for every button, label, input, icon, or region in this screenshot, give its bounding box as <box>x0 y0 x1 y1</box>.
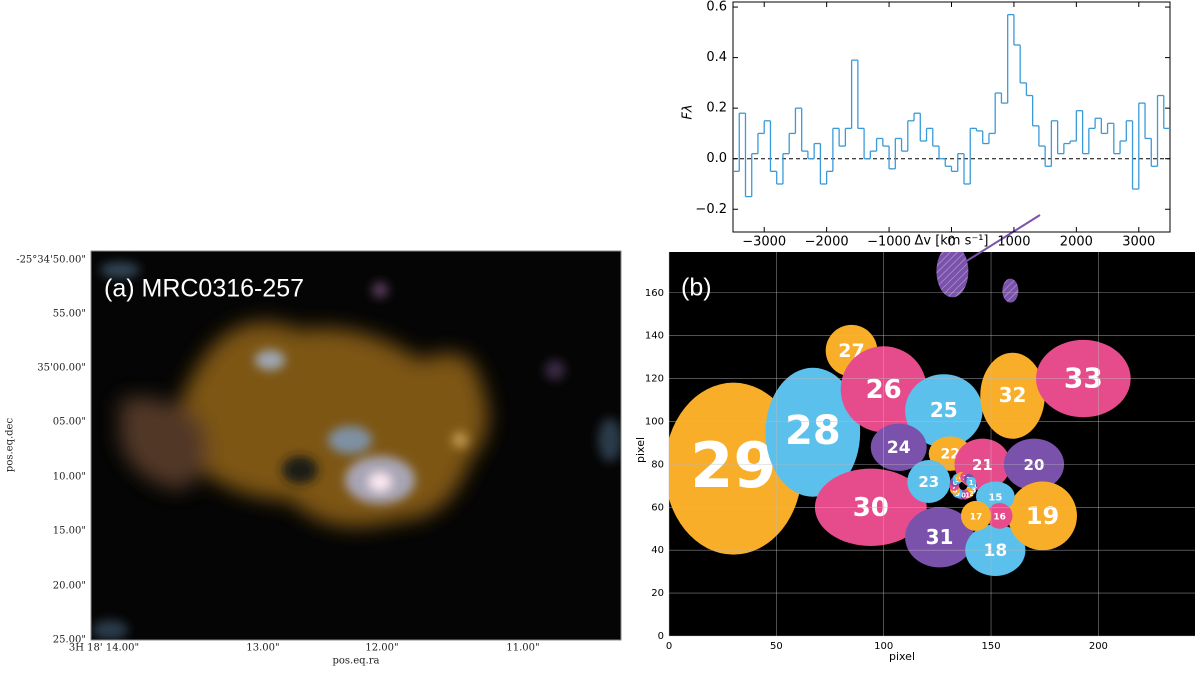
arrow <box>964 214 1041 263</box>
region-label: 24 <box>887 438 911 458</box>
x-tick-label: 200 <box>1089 641 1108 652</box>
image-frame <box>90 250 622 641</box>
region-label: 18 <box>983 541 1007 561</box>
x-tick-label: 1000 <box>997 235 1030 250</box>
y-tick-label: 10.00" <box>53 472 86 483</box>
region <box>986 502 1013 529</box>
y-tick-label: 0 <box>658 631 664 642</box>
x-tick-label: 13.00" <box>246 643 279 654</box>
region-label: 25 <box>930 398 958 422</box>
region-label: 19 <box>1026 502 1059 530</box>
x-axis-label: pixel <box>889 650 915 663</box>
region-label: 20 <box>1024 456 1045 474</box>
region <box>980 352 1045 439</box>
x-tick-label: 11.00" <box>506 643 539 654</box>
y-axis-label: Fλ <box>681 104 696 119</box>
y-tick-label: 0.2 <box>706 101 727 116</box>
y-tick-label: 100 <box>645 416 664 427</box>
x-tick-label: 12.00" <box>365 643 398 654</box>
x-tick-label: 50 <box>770 641 783 652</box>
y-tick-label: −0.2 <box>695 202 727 217</box>
sky-image <box>91 251 621 640</box>
y-tick-label: 20 <box>651 588 664 599</box>
y-tick-label: 25.00" <box>53 635 86 646</box>
region <box>975 481 1015 512</box>
x-axis-label: pos.eq.ra <box>333 656 380 667</box>
region-label: 28 <box>785 408 841 454</box>
y-tick-label: 35'00.00" <box>37 363 86 374</box>
region-label: 29 <box>690 429 776 502</box>
region-label: 16 <box>993 512 1006 522</box>
y-axis-label: pos.eq.dec <box>5 418 16 473</box>
x-tick-label: 2000 <box>1060 235 1093 250</box>
x-tick-label: −1000 <box>867 235 911 250</box>
region-label: 17 <box>970 512 983 522</box>
x-axis-label: Δv [km s⁻¹] <box>914 234 988 249</box>
region <box>960 500 992 531</box>
region <box>1008 481 1077 551</box>
y-tick-label: 160 <box>645 288 664 299</box>
x-tick-label: 3H 18' 14.00" <box>69 643 139 654</box>
y-tick-label: 140 <box>645 331 664 342</box>
y-tick-label: 0.6 <box>706 0 727 15</box>
y-tick-label: 55.00" <box>53 309 86 320</box>
plot-frame <box>732 1 1171 233</box>
y-tick-label: 15.00" <box>53 526 86 537</box>
y-tick-label: -25°34'50.00" <box>16 255 86 266</box>
masked-region <box>1002 278 1019 303</box>
panel-title: (b) <box>681 274 712 302</box>
y-tick-label: 80 <box>651 459 664 470</box>
x-tick-label: −3000 <box>742 235 786 250</box>
y-tick-label: 0.0 <box>706 151 727 166</box>
y-tick-label: 20.00" <box>53 581 86 592</box>
region <box>905 374 983 448</box>
x-tick-label: −2000 <box>805 235 849 250</box>
x-tick-label: 0 <box>947 235 955 250</box>
region-label: 21 <box>972 456 993 474</box>
panel-title: (a) MRC0316-257 <box>104 275 304 303</box>
region <box>907 460 951 504</box>
region-label: 1 <box>969 479 974 487</box>
x-tick-label: 0 <box>666 641 672 652</box>
y-tick-label: 120 <box>645 374 664 385</box>
y-tick-label: 60 <box>651 502 664 513</box>
region-label: 15 <box>988 493 1002 504</box>
region-label: 33 <box>1064 362 1103 395</box>
region-label: 31 <box>926 525 954 549</box>
region-label: 32 <box>999 383 1027 407</box>
y-axis-label: pixel <box>634 437 647 463</box>
region <box>966 476 977 487</box>
x-tick-label: 100 <box>874 641 893 652</box>
region-label: 23 <box>918 473 939 491</box>
region <box>870 423 927 471</box>
x-tick-label: 3000 <box>1122 235 1155 250</box>
y-tick-label: 0.4 <box>706 50 727 65</box>
region <box>905 507 974 568</box>
y-tick-label: 40 <box>651 545 664 556</box>
y-tick-label: 05.00" <box>53 417 86 428</box>
x-tick-label: 150 <box>981 641 1000 652</box>
masked-region <box>936 252 969 298</box>
region-label: 22 <box>941 447 960 463</box>
region-label: 30 <box>853 493 889 523</box>
